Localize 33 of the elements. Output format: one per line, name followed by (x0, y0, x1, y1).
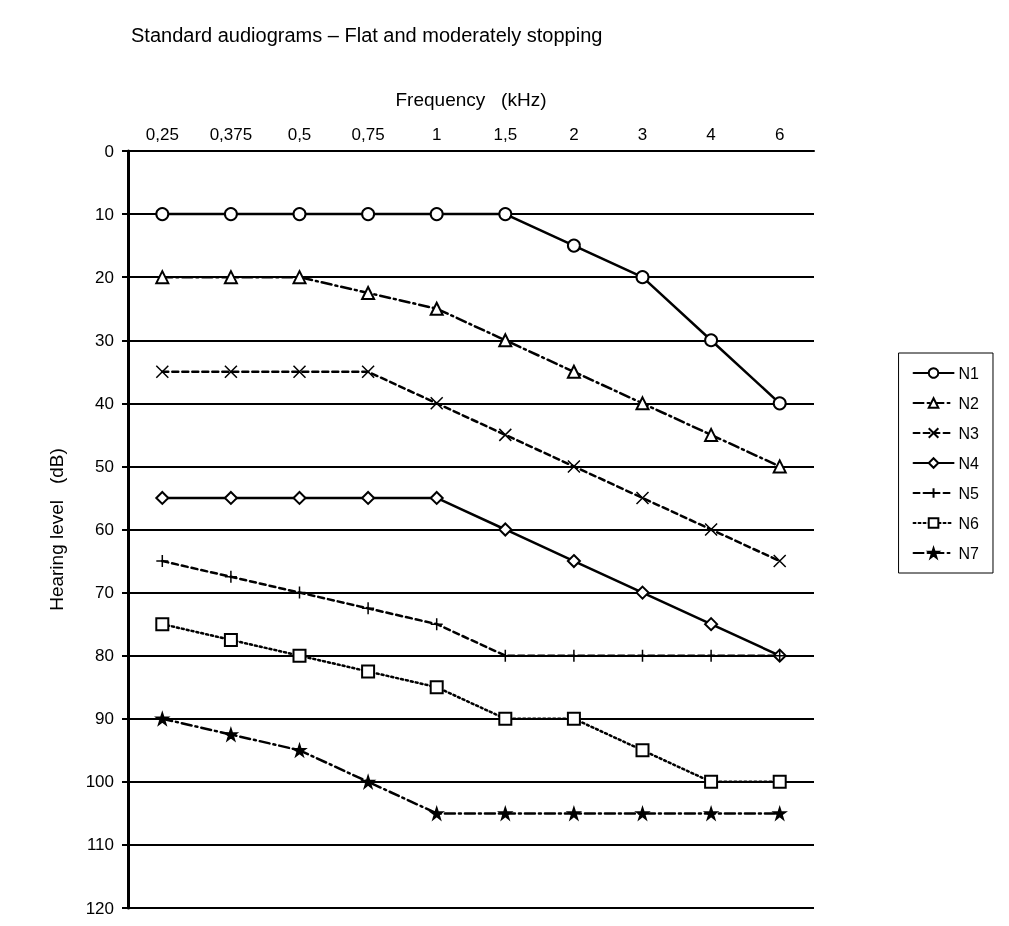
legend-label: N6 (958, 514, 980, 532)
legend-label: N3 (958, 424, 980, 442)
y-tick-label: 50 (95, 456, 114, 476)
x-tick-label: 2 (569, 125, 579, 144)
x-tick-label: 0,5 (287, 125, 312, 144)
x-axis-title: Frequency (kHz) (395, 89, 547, 110)
x-tick-label: 0,75 (351, 125, 385, 144)
x-tick-label: 4 (706, 125, 716, 144)
y-tick-label: 80 (95, 646, 114, 666)
x-tick-label: 1,5 (493, 125, 518, 144)
x-tick-label: 0,375 (209, 125, 253, 144)
x-tick-label: 1 (431, 125, 442, 144)
y-tick-label: 120 (85, 898, 114, 918)
y-tick-label: 100 (85, 772, 114, 792)
y-tick-label: 20 (95, 267, 114, 287)
y-axis-title: Hearing level (dB) (46, 448, 67, 611)
y-tick-label: 30 (95, 330, 114, 350)
legend-label: N1 (958, 364, 980, 382)
x-tick-label: 0,25 (145, 125, 179, 144)
x-tick-label: 3 (637, 125, 648, 144)
y-tick-label: 10 (95, 204, 114, 224)
legend-label: N7 (958, 544, 980, 562)
y-tick-label: 90 (95, 709, 114, 729)
chart-title: Standard audiograms – Flat and moderately stopping (131, 24, 603, 46)
y-tick-label: 60 (95, 520, 114, 539)
legend-label: N4 (958, 454, 980, 472)
y-tick-label: 40 (95, 393, 114, 413)
y-tick-label: 110 (86, 835, 114, 855)
y-tick-label: 70 (95, 583, 114, 603)
y-tick-label: 0 (104, 141, 114, 161)
x-tick-label: 6 (774, 125, 785, 144)
legend-label: N2 (958, 394, 980, 412)
legend-label: N5 (958, 484, 980, 502)
